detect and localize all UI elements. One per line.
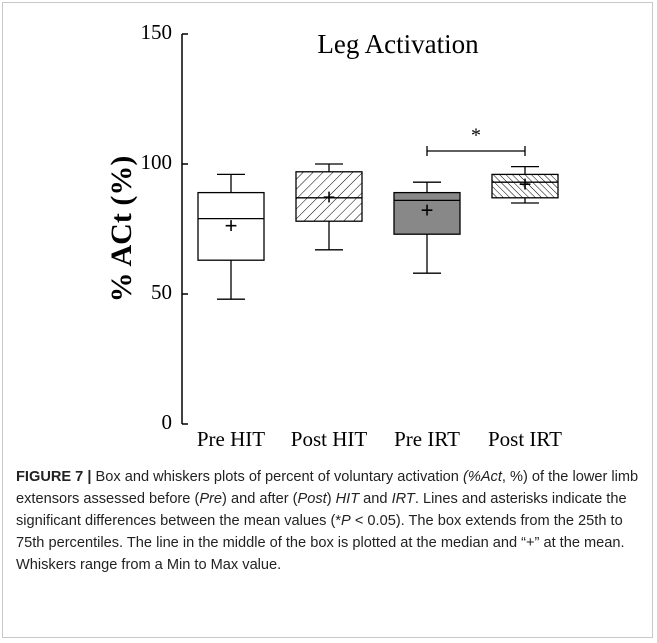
chart: Leg Activation % ACt (%) 0 50 100 150 Pre HI… — [105, 20, 562, 451]
caption-text: Box and whiskers plots of percent of vol… — [91, 469, 463, 485]
caption-text: HIT — [335, 491, 360, 507]
chart-title: Leg Activation — [317, 29, 479, 59]
caption: FIGURE 7 | Box and whiskers plots of per… — [16, 466, 644, 576]
y-tick-label: 100 — [141, 150, 173, 174]
caption-text: and — [359, 491, 392, 507]
y-tick-label: 0 — [162, 410, 173, 434]
caption-text: . Lines and asterisks indicate the signi… — [16, 491, 627, 529]
x-tick-label: Post IRT — [488, 427, 562, 451]
caption-text: (%Act — [462, 469, 502, 485]
x-tick-label: Pre HIT — [197, 427, 265, 451]
mean-marker: + — [421, 198, 434, 223]
significance-label: * — [471, 125, 481, 147]
box-hatch — [296, 171, 362, 222]
caption-text: Pre — [199, 491, 223, 507]
box — [197, 191, 265, 261]
x-tick-label: Pre IRT — [394, 427, 460, 451]
caption-text: IRT — [391, 491, 415, 507]
caption-text: ) — [326, 491, 336, 507]
mean-marker: + — [519, 172, 532, 197]
box-hatch — [492, 174, 558, 198]
mean-marker: + — [323, 185, 336, 210]
caption-text: ) and after ( — [222, 491, 298, 507]
y-tick-label: 50 — [151, 280, 172, 304]
caption-text: Post — [297, 491, 327, 507]
caption-text: P — [341, 513, 351, 529]
box — [393, 191, 461, 235]
caption-text: , %) of the lower limb extensors assesse… — [16, 469, 639, 507]
y-tick-label: 150 — [141, 20, 173, 44]
mean-marker: + — [225, 213, 238, 238]
caption-text: < 0.05). The box extends from the 25th t… — [16, 513, 625, 573]
x-tick-label: Post HIT — [291, 427, 368, 451]
caption-label: FIGURE 7 | — [16, 469, 92, 485]
y-axis-label: % ACt (%) — [105, 156, 138, 303]
